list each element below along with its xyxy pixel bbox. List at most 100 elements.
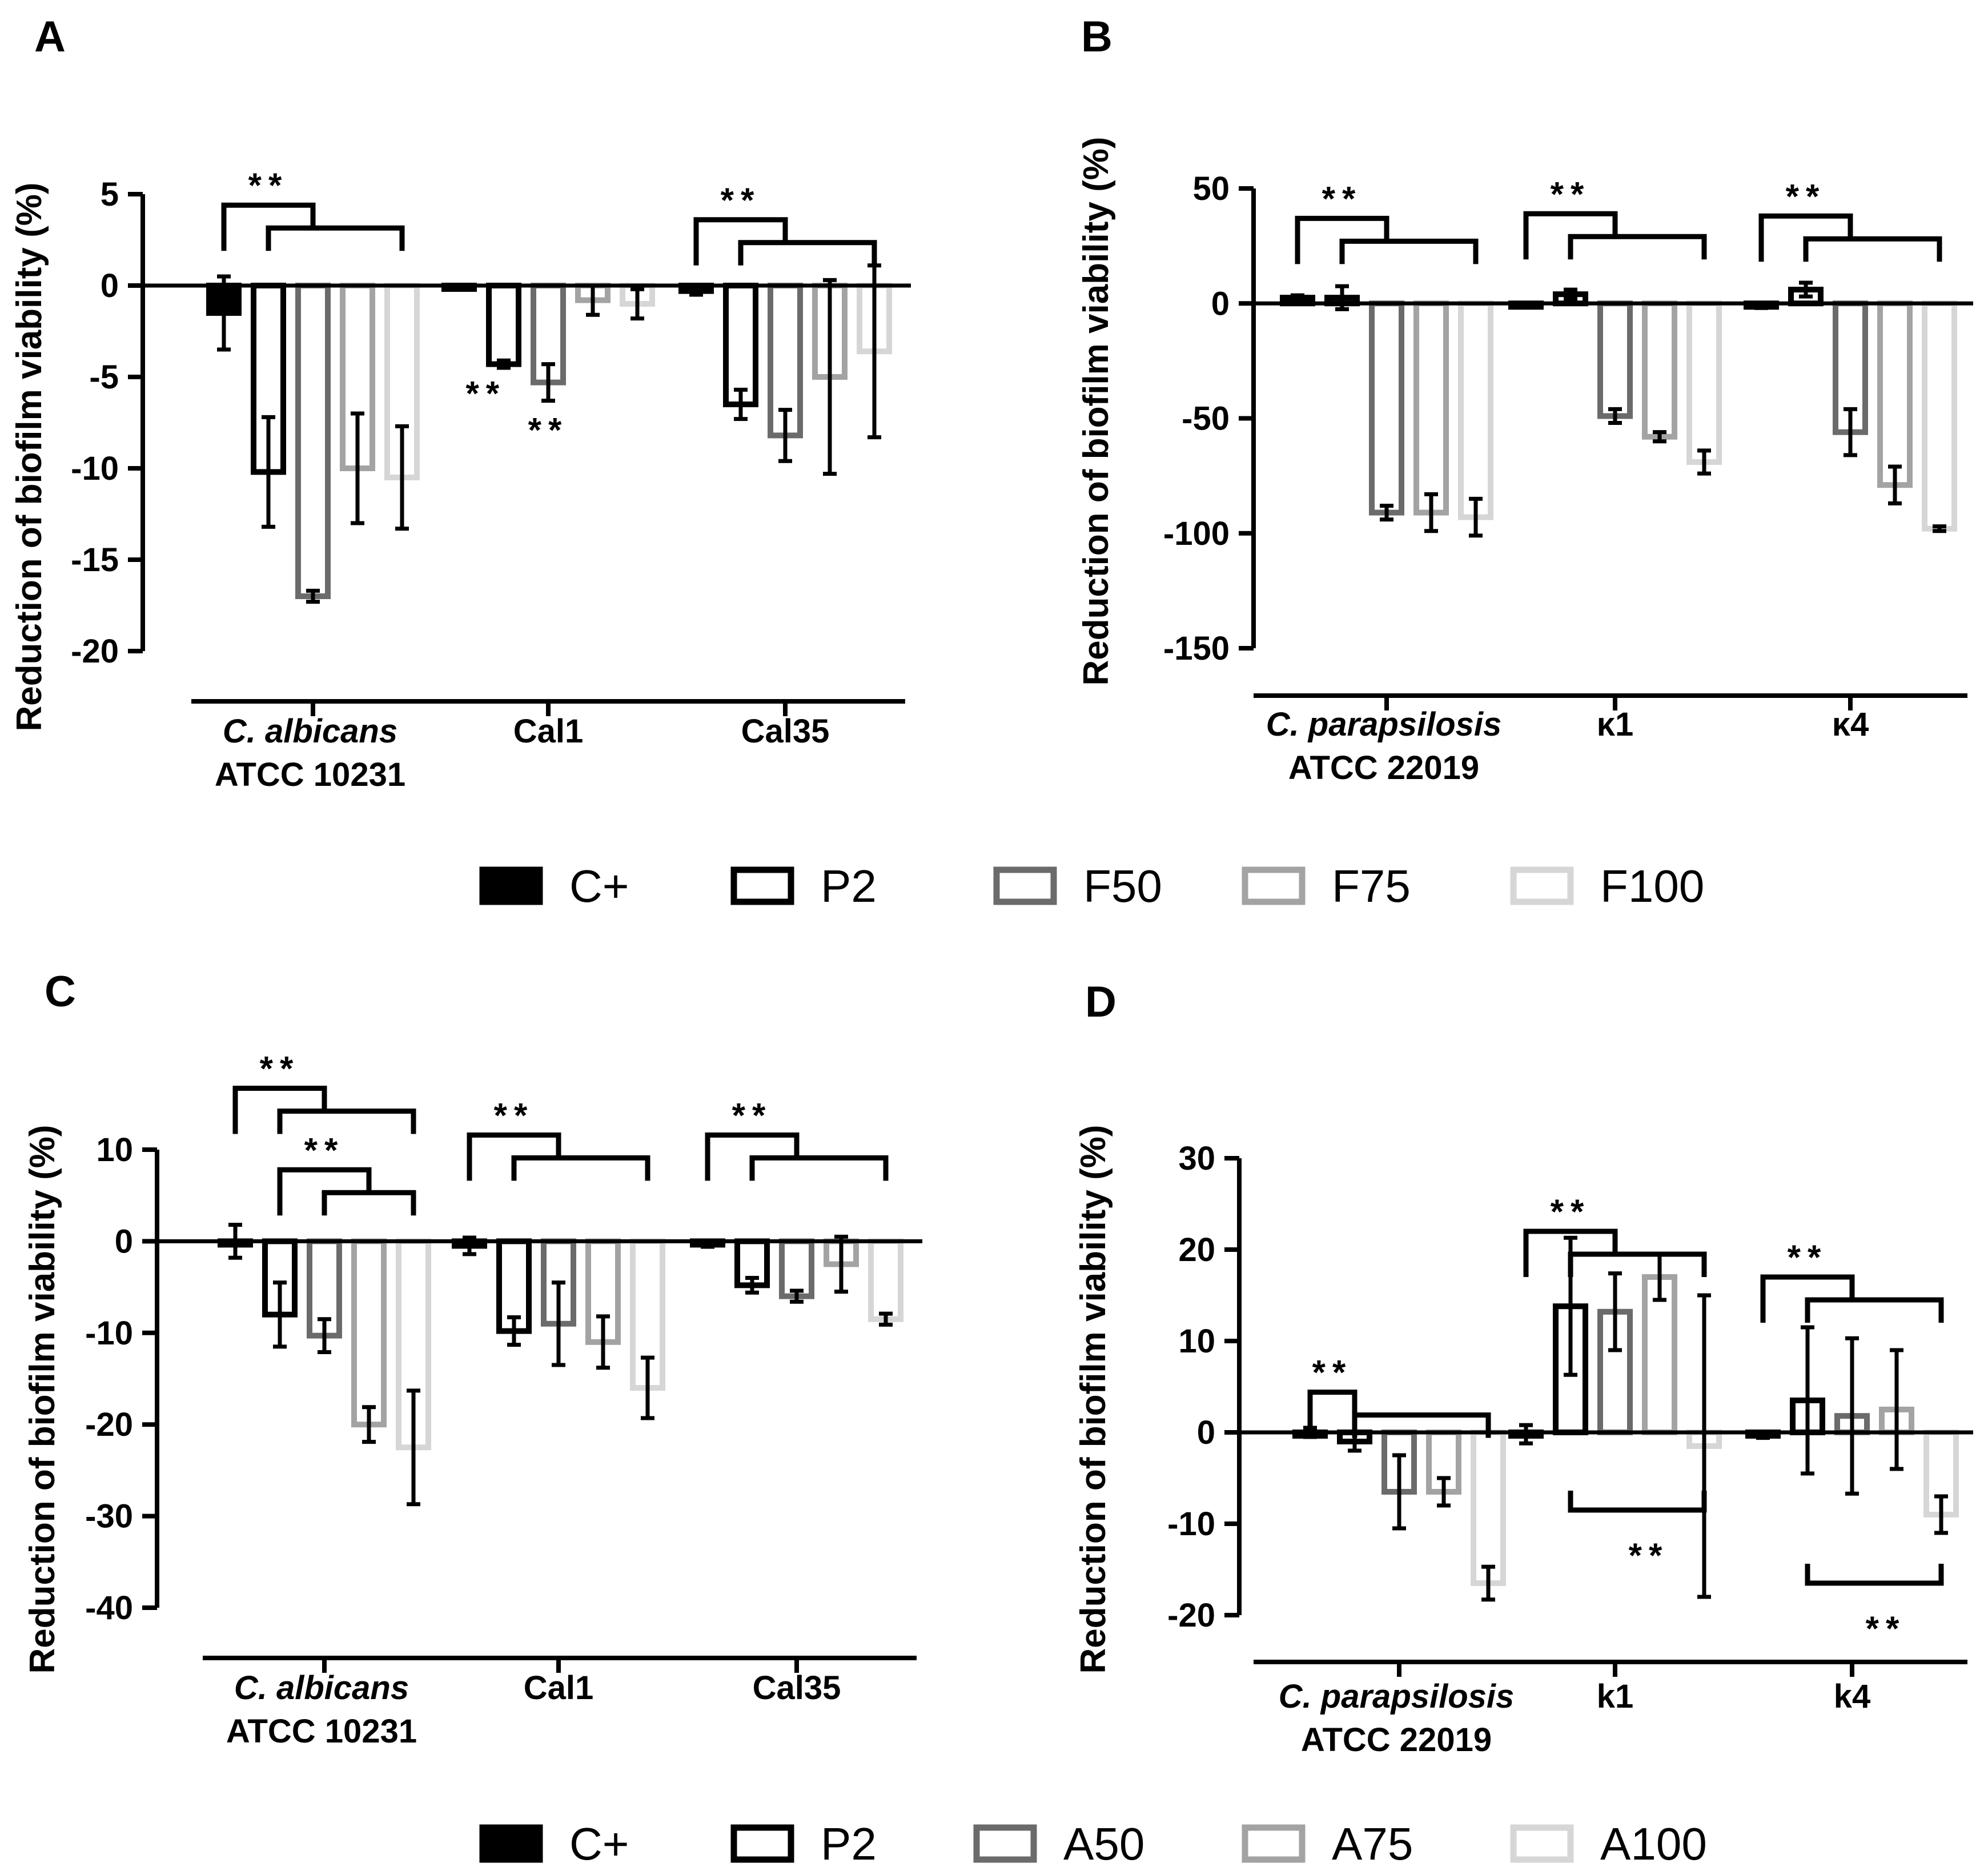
error-bar	[823, 278, 837, 476]
chart-panel-a: A Reduction of biofilm viability (%) 5 0 -5 -…	[10, 13, 911, 793]
legend-2: C+ P2 A50 A75 A100	[479, 1818, 1707, 1869]
error-bar	[1844, 407, 1857, 457]
x-category-label: Cal1	[513, 713, 584, 750]
legend-swatch	[1510, 1824, 1574, 1863]
significance-label: **	[732, 1096, 773, 1134]
bar-f50-0	[1369, 300, 1404, 516]
legend-1: C+ P2 F50 F75 F100	[479, 861, 1704, 912]
panel-letter: C	[45, 967, 76, 1016]
bar-f100-1	[1686, 300, 1722, 465]
legend-item: P2	[730, 861, 877, 912]
x-category-label: C. parapsilosis	[1266, 706, 1502, 743]
error-bar	[1697, 1293, 1711, 1599]
bar-f75-1	[1642, 300, 1677, 440]
x-category-label: k1	[1597, 1678, 1634, 1715]
legend-label: F75	[1332, 861, 1411, 912]
significance-bracket: **	[705, 1096, 889, 1181]
y-tick-label: -150	[1163, 630, 1230, 667]
legend-item: C+	[479, 861, 629, 912]
bar-a50-2	[779, 1238, 814, 1299]
y-axis-label: Reduction of biofilm viability (%)	[23, 1125, 62, 1674]
error-bar	[734, 387, 748, 421]
bar-a100-2	[1923, 1430, 1959, 1517]
error-bar	[1934, 1494, 1948, 1535]
y-axis-label: Reduction of biofilm viability (%)	[1077, 137, 1116, 686]
error-bar	[1799, 280, 1813, 299]
error-bar	[1653, 430, 1666, 444]
significance-bracket: **	[1805, 1564, 1944, 1648]
significance-bracket: **	[693, 181, 877, 266]
y-tick-label: 50	[1192, 170, 1230, 207]
error-bar	[1380, 503, 1393, 522]
y-tick-label: 20	[1178, 1231, 1215, 1268]
legend-item: P2	[730, 1818, 877, 1869]
legend-swatch	[993, 866, 1057, 905]
significance-label: **	[1629, 1536, 1669, 1575]
y-tick-label: -30	[85, 1498, 133, 1535]
significance-bracket: **	[467, 1096, 650, 1181]
legend-item: A100	[1510, 1818, 1707, 1869]
legend-swatch	[1242, 866, 1306, 905]
error-bar	[306, 588, 320, 604]
legend-swatch	[479, 866, 543, 905]
x-category-label: ATCC 10231	[226, 1713, 417, 1750]
x-category-label: Cal35	[753, 1669, 841, 1707]
error-bar	[552, 1280, 565, 1367]
error-bar	[541, 362, 555, 403]
significance-label: **	[1322, 179, 1363, 218]
error-bar	[362, 1405, 376, 1444]
x-category-label: κ1	[1597, 706, 1634, 743]
y-tick-label: -15	[71, 541, 119, 579]
y-tick-label: 0	[101, 267, 119, 304]
bar-f50-2	[768, 283, 803, 439]
significance-bracket: **	[232, 1050, 416, 1134]
significance-label: **	[1788, 1238, 1828, 1276]
significance-bracket: **	[277, 1131, 416, 1216]
legend-label: P2	[821, 1818, 877, 1869]
significance-label: **	[1551, 175, 1591, 213]
error-bar	[395, 424, 409, 531]
legend-label: A75	[1332, 1818, 1413, 1869]
y-tick-label: -40	[85, 1589, 133, 1627]
x-category-label: C. albicans	[234, 1669, 409, 1707]
bar-f75-0	[1413, 300, 1449, 516]
error-bar	[1424, 492, 1438, 533]
legend-item: F75	[1242, 861, 1411, 912]
y-tick-label: 5	[101, 176, 119, 213]
x-category-label: ATCC 22019	[1288, 749, 1479, 786]
significance-bracket: **	[221, 166, 405, 251]
x-category-label: Cal35	[741, 713, 830, 750]
y-tick-label: -50	[1182, 400, 1230, 437]
panel-letter: B	[1081, 13, 1113, 61]
y-tick-label: 0	[1211, 285, 1230, 322]
error-bar	[1845, 1336, 1859, 1496]
legend-swatch	[730, 866, 794, 905]
legend-item: A50	[973, 1818, 1144, 1869]
significance-label: **	[260, 1050, 300, 1088]
legend-swatch	[730, 1824, 794, 1863]
error-bar	[217, 274, 231, 352]
legend-label: C+	[569, 1818, 629, 1869]
legend-item: A75	[1242, 1818, 1413, 1869]
significance-bracket: **	[1758, 177, 1942, 262]
legend-label: F50	[1083, 861, 1162, 912]
legend-label: A50	[1063, 1818, 1144, 1869]
bar-a100-0	[1471, 1430, 1506, 1586]
significance-label: **	[248, 166, 289, 204]
error-bar	[596, 1314, 610, 1370]
legend-swatch	[1510, 866, 1574, 905]
legend-item: F100	[1510, 861, 1704, 912]
y-tick-label: -10	[1167, 1505, 1215, 1543]
error-bar	[834, 1234, 848, 1294]
error-bar	[1469, 496, 1483, 538]
panel-letter: A	[34, 13, 66, 61]
y-tick-label: 0	[1197, 1414, 1215, 1451]
significance-label: **	[528, 411, 569, 449]
legend-label: C+	[569, 861, 629, 912]
y-tick-label: -5	[89, 359, 119, 396]
error-bar	[641, 1355, 654, 1420]
error-bar	[1933, 524, 1946, 533]
significance-label: **	[1786, 177, 1826, 215]
significance-bracket: **	[1523, 175, 1707, 260]
bar-p2-1	[486, 283, 521, 367]
